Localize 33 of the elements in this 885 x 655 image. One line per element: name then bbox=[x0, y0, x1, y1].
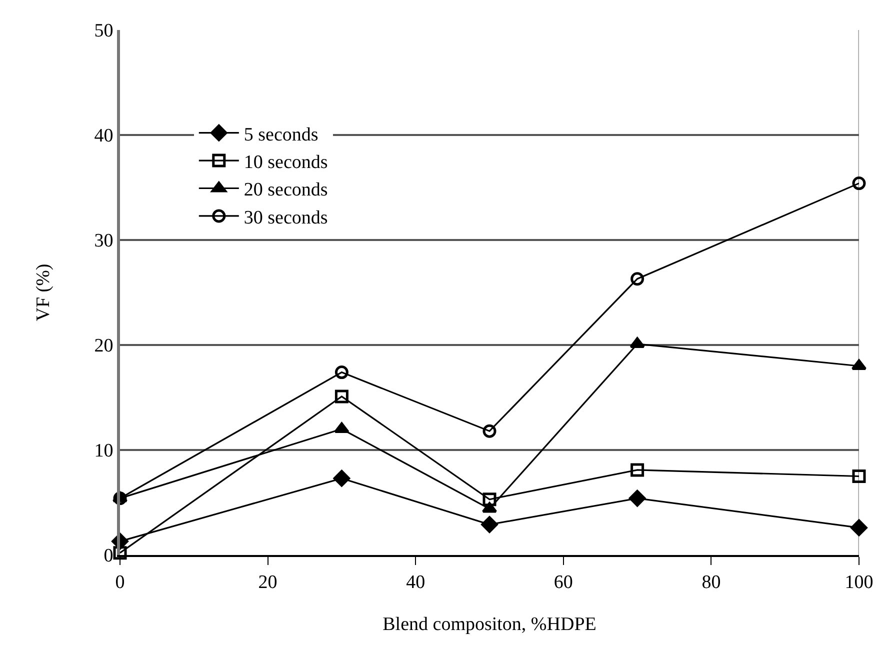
point bbox=[334, 422, 350, 433]
point bbox=[481, 516, 498, 533]
point bbox=[333, 470, 350, 487]
point bbox=[482, 424, 496, 438]
x-axis-title: Blend compositon, %HDPE bbox=[382, 614, 596, 636]
point bbox=[334, 366, 348, 380]
point bbox=[628, 490, 646, 507]
x-tick-label: 80 bbox=[702, 572, 721, 593]
x-tick-label: 100 bbox=[844, 572, 874, 593]
point bbox=[630, 337, 645, 348]
point bbox=[852, 176, 866, 190]
y-tick-label: 40 bbox=[94, 126, 114, 147]
y-axis-title: VF (%) bbox=[33, 264, 54, 322]
point bbox=[630, 272, 644, 286]
y-tick-label: 20 bbox=[94, 336, 114, 357]
point bbox=[113, 546, 127, 560]
point bbox=[113, 492, 127, 506]
point bbox=[850, 519, 868, 536]
legend-label: 30 seconds bbox=[244, 207, 328, 228]
legend-label: 20 seconds bbox=[244, 180, 328, 201]
point bbox=[852, 470, 866, 483]
point bbox=[334, 390, 348, 404]
y-tick-label: 30 bbox=[94, 230, 114, 252]
legend-label: 5 seconds bbox=[244, 124, 318, 146]
y-tick-label: 50 bbox=[94, 20, 114, 42]
point bbox=[482, 492, 496, 506]
x-tick-label: 60 bbox=[554, 572, 573, 593]
y-tick-label: 10 bbox=[94, 440, 114, 462]
legend-label: 10 seconds bbox=[244, 152, 328, 173]
x-tick-label: 40 bbox=[406, 572, 426, 593]
point bbox=[630, 463, 644, 477]
y-tick-label: 0 bbox=[104, 546, 114, 567]
x-tick-label: 20 bbox=[258, 572, 278, 593]
